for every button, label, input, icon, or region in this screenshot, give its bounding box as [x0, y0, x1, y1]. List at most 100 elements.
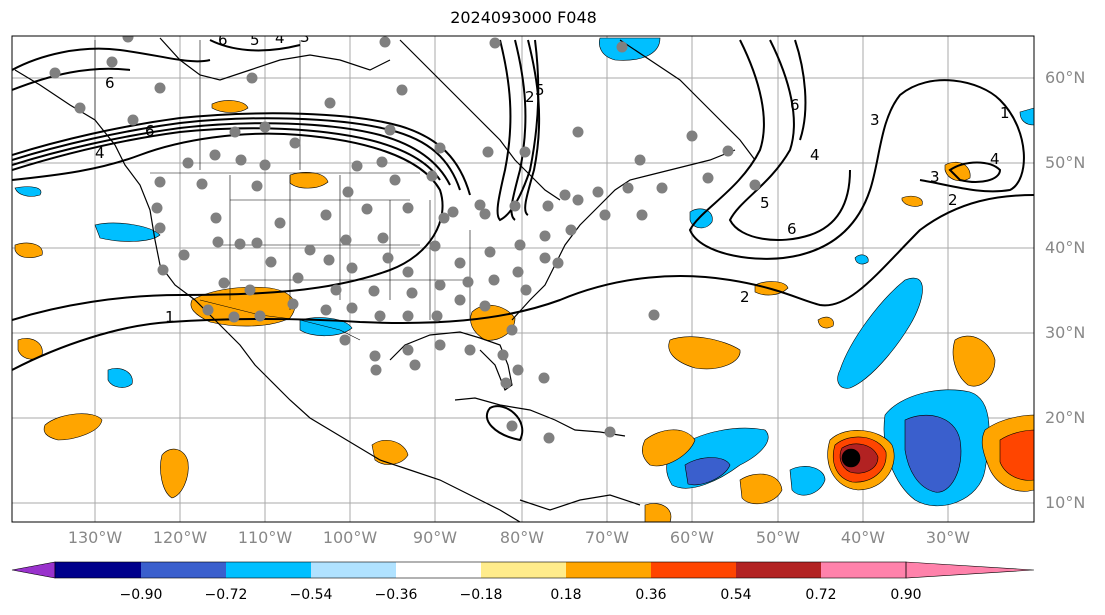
colorbar-segment	[396, 562, 481, 578]
pos-field-plains	[289, 172, 329, 189]
contour-lines	[12, 39, 1034, 442]
station-dot	[636, 209, 648, 221]
longitude-label: 60°W	[669, 528, 715, 547]
neg-field-atlantic-east-core	[904, 414, 962, 493]
station-dot	[431, 310, 443, 322]
station-dot	[599, 209, 611, 221]
station-dot	[409, 359, 421, 371]
station-dot	[265, 256, 277, 268]
station-dot	[346, 262, 358, 274]
station-dot	[622, 182, 634, 194]
contour-label: 5	[760, 194, 770, 212]
neg-field-sw-atl	[854, 254, 869, 265]
latitude-label: 40°N	[1045, 238, 1086, 257]
station-dot	[474, 199, 486, 211]
station-dot	[506, 420, 518, 432]
station-dot	[552, 257, 564, 269]
colorbar-tick-label: −0.90	[119, 587, 163, 603]
pos-field-west-coast	[14, 242, 43, 259]
colorbar-segment	[481, 562, 566, 578]
longitude-label: 100°W	[322, 528, 378, 547]
latitude-label: 20°N	[1045, 408, 1086, 427]
station-dot	[122, 36, 134, 43]
station-dot	[339, 334, 351, 346]
neg-field-pacific2	[107, 368, 133, 388]
pos-field-40n-atl	[901, 195, 923, 207]
pos-field-east-atl-core	[999, 429, 1034, 481]
colorbar-segment	[821, 562, 906, 578]
station-dot	[370, 364, 382, 376]
colorbar-tick-label: −0.18	[459, 587, 503, 603]
station-dot	[340, 234, 352, 246]
colorbar-segment	[736, 562, 821, 578]
station-dot	[234, 238, 246, 250]
station-dot	[479, 208, 491, 220]
station-dot	[351, 160, 363, 172]
contour-label: 6	[105, 74, 115, 92]
station-dot	[722, 145, 734, 157]
contour-label: 4	[275, 29, 285, 47]
station-dot	[484, 246, 496, 258]
contour-label: 6	[790, 96, 800, 114]
station-dot	[320, 209, 332, 221]
station-dot	[509, 200, 521, 212]
station-dot	[389, 174, 401, 186]
pos-field-pac-20n	[43, 413, 103, 441]
map-title: 2024093000 F048	[450, 8, 597, 27]
station-dot	[259, 121, 271, 133]
station-dot	[74, 102, 86, 114]
colorbar-tick-label: 0.36	[635, 587, 667, 603]
contour-label: 4	[990, 150, 1000, 168]
colorbar-tick-label: 0.90	[890, 587, 922, 603]
station-dot	[212, 236, 224, 248]
station-dot	[592, 186, 604, 198]
station-dot	[702, 172, 714, 184]
station-dot	[287, 298, 299, 310]
station-dot	[196, 178, 208, 190]
colorbar-tick-label: 0.72	[805, 587, 837, 603]
station-dot	[686, 130, 698, 142]
station-dot	[648, 309, 660, 321]
station-dot	[377, 232, 389, 244]
latitude-label: 10°N	[1045, 493, 1086, 512]
colorbar-segment	[566, 562, 651, 578]
station-dot	[376, 156, 388, 168]
observation-stations	[49, 36, 761, 444]
station-dot	[151, 202, 163, 214]
colorbar-tick-label: −0.54	[289, 587, 333, 603]
contour-label: 2	[948, 191, 958, 209]
station-dot	[572, 194, 584, 206]
station-dot	[438, 212, 450, 224]
colorbar	[11, 561, 1035, 579]
station-dot	[154, 222, 166, 234]
station-dot	[454, 257, 466, 269]
colorbar-tick-label: −0.36	[374, 587, 418, 603]
station-dot	[559, 189, 571, 201]
shaded-anomaly-fields	[14, 37, 1034, 522]
neg-field-pacific	[94, 222, 161, 242]
pos-field-caribbean-n	[641, 429, 696, 467]
latitude-label: 50°N	[1045, 153, 1086, 172]
longitude-label: 90°W	[412, 528, 458, 547]
station-dot	[406, 287, 418, 299]
station-dot	[323, 254, 335, 266]
station-dot	[489, 37, 501, 49]
pos-field-30n-atl	[952, 335, 996, 387]
station-dot	[259, 159, 271, 171]
station-dot	[182, 157, 194, 169]
station-dot	[304, 244, 316, 256]
pos-field-mexico	[371, 440, 409, 465]
pos-field-caribbean-s	[739, 473, 783, 505]
station-dot	[320, 304, 332, 316]
longitude-label: 120°W	[152, 528, 208, 547]
map-frame	[11, 35, 1035, 523]
colorbar-segment	[226, 562, 311, 578]
station-dot	[434, 339, 446, 351]
station-dot	[342, 186, 354, 198]
station-dot	[369, 350, 381, 362]
pos-field-sub-atl	[817, 316, 834, 329]
station-dot	[634, 154, 646, 166]
neg-field-mid-atl	[789, 466, 826, 496]
